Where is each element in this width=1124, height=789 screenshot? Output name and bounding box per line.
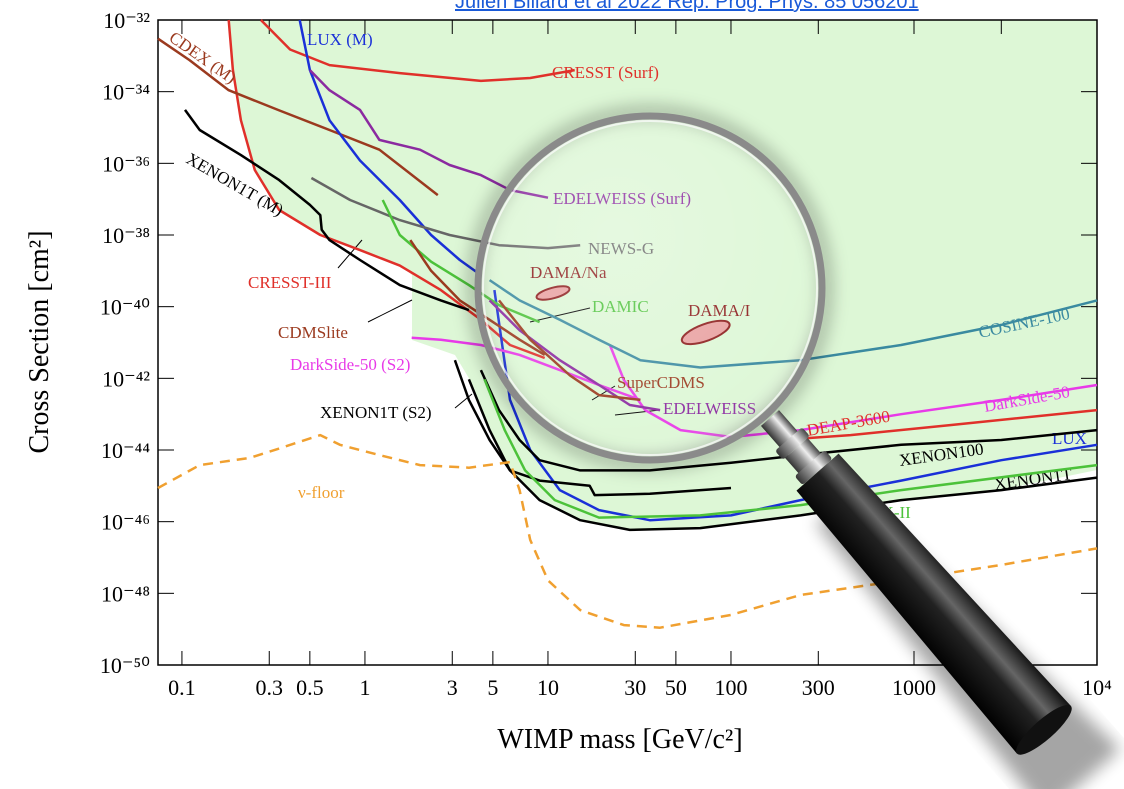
y-tick-label: 10⁻⁴² [102,366,150,391]
y-tick-label: 10⁻⁴⁰ [100,295,150,320]
curve-label: LUX (M) [307,30,373,49]
x-tick-label: 50 [665,675,687,700]
x-tick-label: 300 [802,675,835,700]
x-tick-label: 10 [537,675,559,700]
curve-label: CDMSlite [278,323,348,342]
x-tick-label: 0.1 [168,675,196,700]
y-tick-label: 10⁻³⁶ [102,151,150,176]
y-tick-label: 10⁻⁴⁸ [101,581,150,606]
x-tick-label: 0.5 [296,675,324,700]
curve-label: DarkSide-50 (S2) [290,355,410,374]
chart: Julien Billard et al 2022 Rep. Prog. Phy… [0,0,1124,789]
glass [478,116,822,460]
y-tick-label: 10⁻³² [103,8,150,33]
x-tick-label: 1 [359,675,370,700]
x-tick-label: 100 [714,675,747,700]
y-tick-label: 10⁻³⁴ [102,80,150,105]
x-tick-label: 10⁴ [1082,675,1112,700]
x-axis-label: WIMP mass [GeV/c²] [497,724,742,755]
x-tick-label: 0.3 [256,675,284,700]
curve-label: CDEX (M) [166,28,240,88]
x-tick-label: 1000 [892,675,936,700]
curve-label: CRESST (Surf) [552,63,659,82]
x-tick-label: 3 [447,675,458,700]
x-tick-label: 5 [487,675,498,700]
y-tick-label: 10⁻⁴⁴ [101,438,150,463]
y-axis-label: Cross Section [cm²] [24,230,55,453]
curve-label: CRESST-III [248,273,332,292]
citation[interactable]: Julien Billard et al 2022 Rep. Prog. Phy… [455,0,919,13]
x-tick-label: 30 [624,675,646,700]
curve-label: XENON1T (S2) [320,403,432,422]
y-tick-label: 10⁻⁴⁶ [101,510,150,535]
y-tick-label: 10⁻⁵⁰ [100,653,150,678]
curve-label: ν-floor [298,483,345,502]
y-tick-label: 10⁻³⁸ [102,223,150,248]
leader [368,300,412,322]
